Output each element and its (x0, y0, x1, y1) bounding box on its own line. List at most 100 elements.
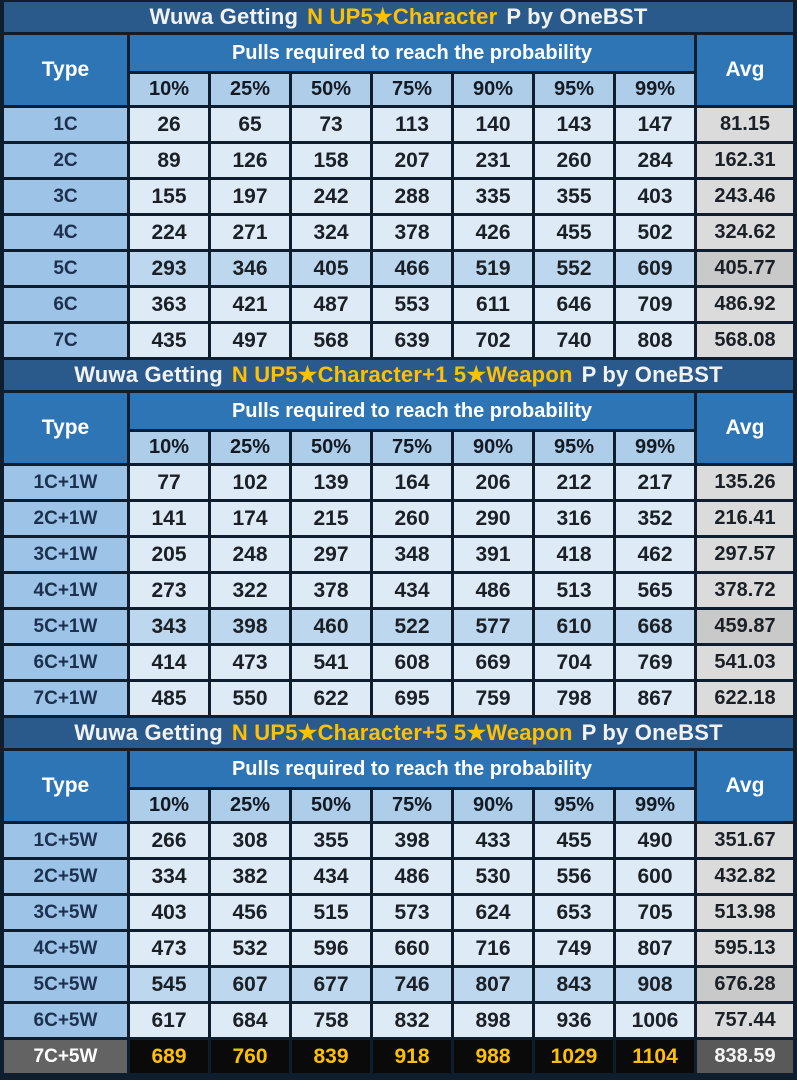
pull-value-cell: 403 (616, 180, 694, 213)
percentile-header: 95% (535, 432, 613, 463)
pull-value-cell: 426 (454, 216, 532, 249)
pull-value-cell: 126 (211, 144, 289, 177)
pull-value-cell: 798 (535, 682, 613, 715)
percentile-header: 75% (373, 790, 451, 821)
pull-value-cell: 293 (130, 252, 208, 285)
percentile-header: 25% (211, 432, 289, 463)
pull-value-cell: 158 (292, 144, 370, 177)
avg-value-cell: 324.62 (697, 216, 793, 249)
pull-value-cell: 308 (211, 824, 289, 857)
pull-value-cell: 704 (535, 646, 613, 679)
pull-value-cell: 596 (292, 932, 370, 965)
pull-value-cell: 759 (454, 682, 532, 715)
pull-value-cell: 695 (373, 682, 451, 715)
row-type-label: 1C+5W (4, 824, 127, 857)
row-type-label: 6C (4, 288, 127, 321)
type-column-header: Type (4, 393, 127, 463)
percentile-header: 25% (211, 74, 289, 105)
pull-value-cell: 456 (211, 896, 289, 929)
pull-value-cell: 497 (211, 324, 289, 357)
row-type-label: 3C+5W (4, 896, 127, 929)
pull-value-cell: 807 (454, 968, 532, 1001)
percentile-header: 10% (130, 74, 208, 105)
percentile-header: 25% (211, 790, 289, 821)
pull-value-cell: 89 (130, 144, 208, 177)
pull-value-cell: 455 (535, 824, 613, 857)
avg-value-cell: 351.67 (697, 824, 793, 857)
pull-value-cell: 749 (535, 932, 613, 965)
avg-value-cell: 432.82 (697, 860, 793, 893)
avg-column-header: Avg (697, 751, 793, 821)
row-type-label: 6C+5W (4, 1004, 127, 1037)
avg-value-cell: 405.77 (697, 252, 793, 285)
pull-value-cell: 832 (373, 1004, 451, 1037)
pull-value-cell: 113 (373, 108, 451, 141)
pull-value-cell: 248 (211, 538, 289, 571)
pull-value-cell: 918 (373, 1040, 451, 1073)
pull-value-cell: 271 (211, 216, 289, 249)
table-title: Wuwa Getting N UP5★Character P by OneBST (4, 2, 793, 32)
type-column-header: Type (4, 751, 127, 821)
pull-value-cell: 610 (535, 610, 613, 643)
row-type-label: 7C (4, 324, 127, 357)
pull-value-cell: 532 (211, 932, 289, 965)
percentile-header: 90% (454, 432, 532, 463)
pull-value-cell: 577 (454, 610, 532, 643)
row-type-label: 3C+1W (4, 538, 127, 571)
avg-value-cell: 378.72 (697, 574, 793, 607)
pull-value-cell: 485 (130, 682, 208, 715)
pull-value-cell: 530 (454, 860, 532, 893)
avg-value-cell: 838.59 (697, 1040, 793, 1073)
pull-value-cell: 541 (292, 646, 370, 679)
pulls-group-header: Pulls required to reach the probability (130, 751, 694, 787)
pull-value-cell: 1104 (616, 1040, 694, 1073)
pull-value-cell: 677 (292, 968, 370, 1001)
pull-value-cell: 290 (454, 502, 532, 535)
pull-value-cell: 316 (535, 502, 613, 535)
pull-value-cell: 224 (130, 216, 208, 249)
pull-value-cell: 346 (211, 252, 289, 285)
percentile-header: 10% (130, 790, 208, 821)
pull-value-cell: 260 (535, 144, 613, 177)
row-type-label: 5C+1W (4, 610, 127, 643)
pull-value-cell: 653 (535, 896, 613, 929)
pull-value-cell: 73 (292, 108, 370, 141)
pull-value-cell: 231 (454, 144, 532, 177)
pull-value-cell: 414 (130, 646, 208, 679)
pull-value-cell: 215 (292, 502, 370, 535)
pull-value-cell: 545 (130, 968, 208, 1001)
percentile-header: 99% (616, 432, 694, 463)
pull-value-cell: 502 (616, 216, 694, 249)
title-prefix: Wuwa Getting (74, 362, 223, 387)
percentile-header: 95% (535, 74, 613, 105)
title-prefix: Wuwa Getting (149, 4, 299, 29)
pull-value-cell: 622 (292, 682, 370, 715)
pull-value-cell: 1006 (616, 1004, 694, 1037)
avg-value-cell: 757.44 (697, 1004, 793, 1037)
avg-value-cell: 595.13 (697, 932, 793, 965)
avg-value-cell: 81.15 (697, 108, 793, 141)
percentile-header: 90% (454, 74, 532, 105)
pull-value-cell: 164 (373, 466, 451, 499)
pull-value-cell: 760 (211, 1040, 289, 1073)
row-type-label: 5C+5W (4, 968, 127, 1001)
pull-value-cell: 660 (373, 932, 451, 965)
pull-value-cell: 266 (130, 824, 208, 857)
pull-value-cell: 217 (616, 466, 694, 499)
avg-value-cell: 541.03 (697, 646, 793, 679)
pull-value-cell: 212 (535, 466, 613, 499)
row-type-label: 1C (4, 108, 127, 141)
pull-value-cell: 552 (535, 252, 613, 285)
pull-value-cell: 284 (616, 144, 694, 177)
pull-value-cell: 242 (292, 180, 370, 213)
pull-value-cell: 355 (292, 824, 370, 857)
pull-value-cell: 486 (454, 574, 532, 607)
pull-value-cell: 260 (373, 502, 451, 535)
percentile-header: 90% (454, 790, 532, 821)
avg-value-cell: 513.98 (697, 896, 793, 929)
title-suffix: P by OneBST (581, 362, 723, 387)
pull-value-cell: 600 (616, 860, 694, 893)
pull-value-cell: 462 (616, 538, 694, 571)
pull-value-cell: 335 (454, 180, 532, 213)
pull-value-cell: 455 (535, 216, 613, 249)
